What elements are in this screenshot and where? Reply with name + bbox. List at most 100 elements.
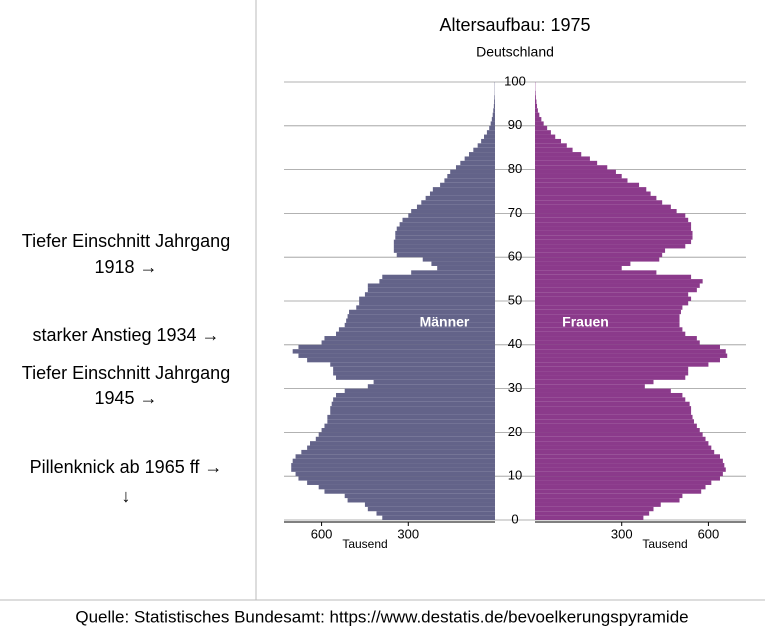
bar: [327, 414, 495, 420]
bar: [367, 384, 495, 389]
bar: [318, 484, 495, 490]
bar: [535, 121, 544, 126]
bar: [486, 130, 495, 135]
annotation: Tiefer Einschnitt Jahrgang: [22, 363, 230, 383]
bar: [291, 467, 495, 472]
bar: [318, 432, 495, 437]
bar: [535, 493, 683, 499]
bar: [535, 187, 647, 192]
bar: [535, 428, 700, 433]
bar: [535, 498, 680, 503]
bar: [535, 274, 692, 280]
bar: [535, 305, 683, 310]
bar: [535, 322, 680, 328]
bar: [535, 160, 598, 166]
bar: [336, 375, 495, 380]
bar: [447, 173, 495, 179]
bar: [298, 476, 495, 481]
bar: [330, 406, 495, 411]
bar: [494, 99, 495, 104]
bar: [344, 388, 495, 393]
bar: [359, 296, 495, 301]
bar: [535, 384, 645, 389]
bar: [444, 178, 495, 183]
bar: [338, 327, 495, 332]
bar: [292, 349, 495, 354]
bar: [455, 165, 495, 170]
bar: [535, 90, 536, 96]
bar: [535, 454, 720, 459]
bar: [373, 379, 495, 385]
bar: [307, 480, 495, 485]
bar: [535, 257, 660, 262]
bar: [535, 471, 723, 477]
bar: [489, 125, 495, 131]
bar: [333, 397, 495, 402]
bar: [473, 147, 495, 153]
bar: [535, 125, 548, 131]
bar: [535, 445, 712, 450]
bar: [535, 515, 644, 520]
bar: [310, 441, 495, 446]
bar: [331, 401, 495, 407]
y-tick-label: 0: [511, 511, 518, 526]
bar: [292, 458, 495, 464]
bar: [535, 292, 689, 297]
bar: [535, 200, 663, 205]
bar: [356, 305, 495, 310]
bar: [321, 340, 495, 345]
bar: [535, 419, 694, 424]
bar: [535, 138, 562, 144]
annotation: starker Anstieg 1934 →: [32, 325, 219, 345]
bar: [535, 134, 556, 139]
bar: [535, 130, 551, 135]
bar: [425, 195, 495, 201]
bar: [535, 265, 622, 271]
x-tick-label: 300: [397, 526, 419, 541]
bar: [364, 502, 495, 507]
legend-label: Männer: [420, 314, 470, 330]
bar: [382, 515, 495, 520]
bar: [393, 244, 495, 249]
bar: [359, 301, 495, 306]
bar: [367, 283, 495, 288]
bar: [535, 195, 657, 201]
bar: [535, 314, 680, 319]
bar: [324, 489, 495, 494]
chart-title: Altersaufbau: 1975: [439, 15, 590, 35]
bar: [535, 103, 538, 109]
x-axis-label: Tausend: [642, 537, 687, 551]
bar: [535, 178, 628, 183]
bar: [490, 121, 495, 126]
bar: [535, 388, 671, 393]
bar: [535, 108, 538, 113]
bar: [408, 213, 495, 218]
bar: [492, 112, 495, 118]
bar: [460, 160, 495, 166]
bar: [431, 261, 495, 266]
y-tick-label: 80: [508, 161, 522, 176]
bar: [535, 230, 693, 236]
bar: [411, 209, 495, 214]
bar: [344, 493, 495, 499]
bar: [535, 458, 723, 464]
bar: [535, 506, 654, 512]
bar: [346, 318, 495, 323]
bar: [535, 309, 681, 315]
bar: [376, 511, 495, 516]
bar: [535, 375, 686, 380]
y-tick-label: 90: [508, 117, 522, 132]
bar: [535, 156, 590, 161]
bar: [493, 108, 495, 113]
bar: [315, 436, 495, 442]
bar: [333, 366, 495, 372]
bar: [535, 362, 709, 367]
bar: [402, 217, 495, 223]
bar: [535, 252, 663, 258]
bar: [411, 270, 495, 275]
bar: [535, 327, 683, 332]
bar: [535, 270, 657, 275]
bar: [535, 147, 573, 153]
bar: [535, 489, 702, 494]
bar: [450, 169, 495, 174]
